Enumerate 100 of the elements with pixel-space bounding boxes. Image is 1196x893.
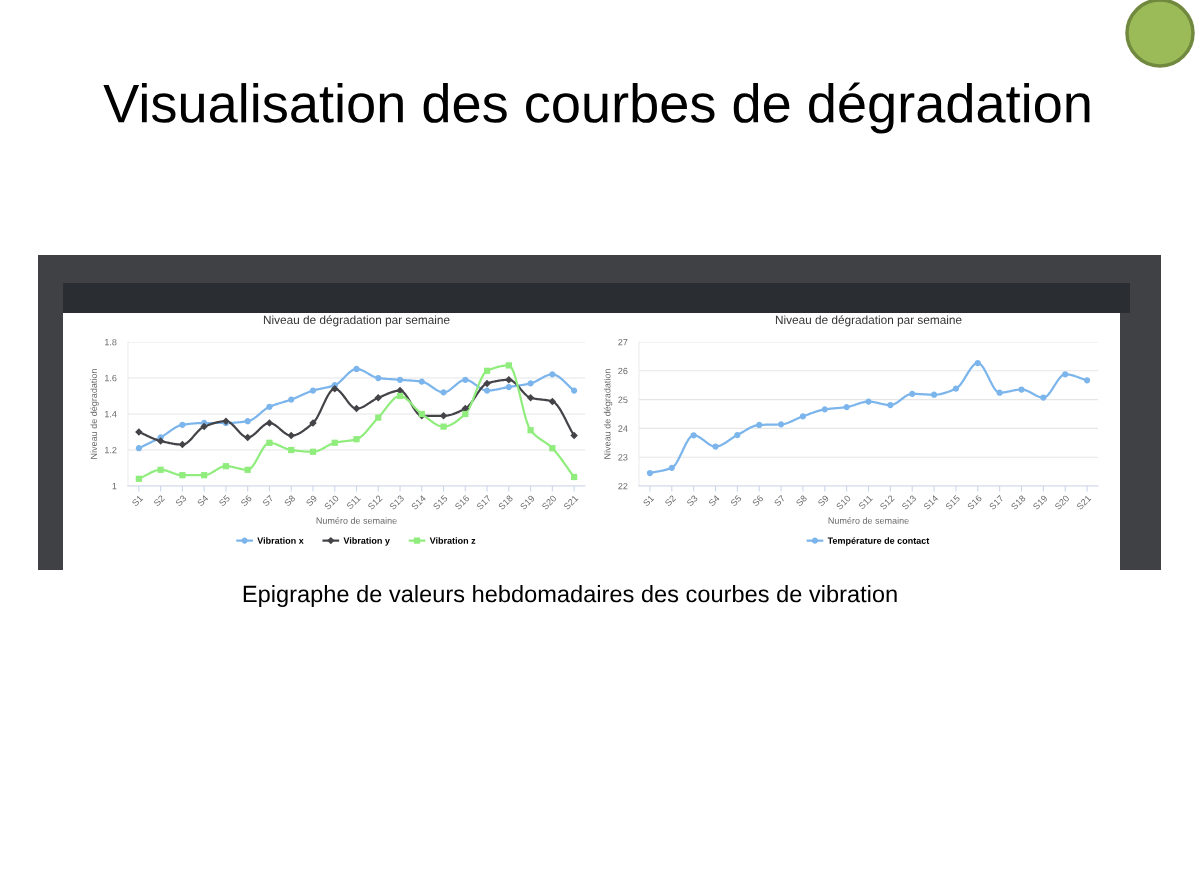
y-tick-label: 26 (618, 367, 628, 375)
legend-label: Vibration x (257, 537, 304, 544)
point (156, 437, 165, 445)
point (288, 446, 295, 454)
point (266, 403, 273, 410)
point (1018, 386, 1025, 393)
point (309, 387, 317, 394)
point (570, 387, 578, 394)
point (135, 475, 143, 482)
point (200, 422, 208, 431)
point (527, 427, 534, 434)
point (646, 469, 654, 477)
point (712, 443, 719, 450)
x-tick-label: S1 (131, 494, 144, 507)
chart-title: Niveau de dégradation par semaine (775, 315, 962, 327)
x-tick-label: S18 (497, 494, 514, 511)
point (887, 401, 894, 409)
point (777, 421, 785, 428)
point (244, 418, 251, 425)
x-tick-label: S3 (686, 494, 699, 507)
y-tick-label: 1.4 (105, 411, 117, 418)
y-tick-label: 1.6 (105, 374, 117, 382)
point (483, 367, 491, 374)
point (483, 387, 491, 394)
point (974, 359, 981, 367)
point (353, 436, 360, 443)
point (222, 463, 230, 470)
y-tick-label: 23 (618, 454, 628, 461)
point (734, 431, 741, 439)
point (526, 394, 535, 402)
x-tick-label: S20 (541, 494, 557, 511)
x-tick-label: S4 (708, 494, 720, 507)
point (439, 412, 448, 420)
point (440, 389, 447, 396)
point (799, 413, 807, 420)
x-tick-label: S21 (1076, 494, 1092, 511)
x-tick-label: S21 (563, 494, 579, 511)
y-axis-title: Niveau de dégradation (603, 369, 613, 459)
y-tick-label: 1 (112, 483, 117, 490)
point (157, 466, 164, 473)
x-tick-label: S16 (454, 494, 470, 511)
point (396, 376, 404, 383)
point (1062, 371, 1069, 378)
point (756, 421, 763, 429)
point (418, 378, 425, 385)
y-tick-label: 24 (618, 425, 628, 432)
x-tick-label: S14 (410, 494, 427, 511)
point (505, 362, 512, 369)
point (668, 464, 675, 471)
point (505, 383, 512, 391)
x-tick-label: S4 (196, 494, 209, 507)
point (353, 365, 360, 373)
x-tick-label: S18 (1010, 494, 1026, 511)
y-tick-label: 1.2 (105, 446, 117, 454)
point (843, 403, 850, 411)
point (179, 472, 186, 479)
x-tick-label: S5 (730, 494, 742, 507)
x-tick-label: S10 (835, 494, 852, 511)
x-tick-label: S1 (642, 494, 655, 507)
x-tick-label: S12 (367, 494, 383, 511)
x-tick-label: S7 (773, 494, 786, 507)
point (440, 423, 447, 430)
legend-label: Vibration y (343, 537, 390, 546)
x-tick-label: S7 (262, 494, 274, 507)
x-tick-label: S9 (817, 494, 830, 507)
point (244, 466, 251, 473)
x-tick-label: S8 (795, 494, 808, 507)
point (331, 385, 339, 393)
x-tick-label: S8 (283, 494, 296, 507)
legend-label: Température de contact (827, 537, 930, 546)
x-tick-label: S13 (901, 494, 917, 511)
point (996, 389, 1003, 396)
point (1083, 377, 1091, 384)
y-axis-title: Niveau de dégradation (90, 369, 99, 459)
point (821, 406, 828, 413)
text: Epigraphe de valeurs hebdomadaires des courbes de vibration (243, 584, 897, 607)
point (375, 374, 382, 382)
y-tick-label: 22 (618, 482, 628, 490)
point (201, 472, 208, 479)
x-tick-label: S15 (945, 494, 961, 511)
x-tick-label: S6 (751, 494, 764, 507)
x-tick-label: S11 (346, 494, 361, 510)
point (1040, 394, 1047, 401)
point (570, 431, 578, 440)
x-tick-label: S13 (389, 494, 405, 511)
point (288, 396, 295, 403)
y-tick-label: 27 (618, 338, 628, 346)
point (309, 448, 317, 455)
point (549, 445, 556, 452)
x-tick-label: S16 (966, 494, 983, 511)
x-tick-label: S2 (664, 494, 677, 507)
x-axis-title: Numéro de semaine (828, 517, 909, 524)
y-tick-label: 25 (618, 396, 628, 403)
point (287, 431, 295, 440)
x-tick-label: S5 (218, 494, 231, 507)
x-tick-label: S17 (476, 494, 492, 511)
point (396, 392, 404, 400)
x-tick-label: S11 (858, 494, 873, 510)
point (243, 433, 252, 442)
x-tick-label: S2 (153, 494, 166, 507)
